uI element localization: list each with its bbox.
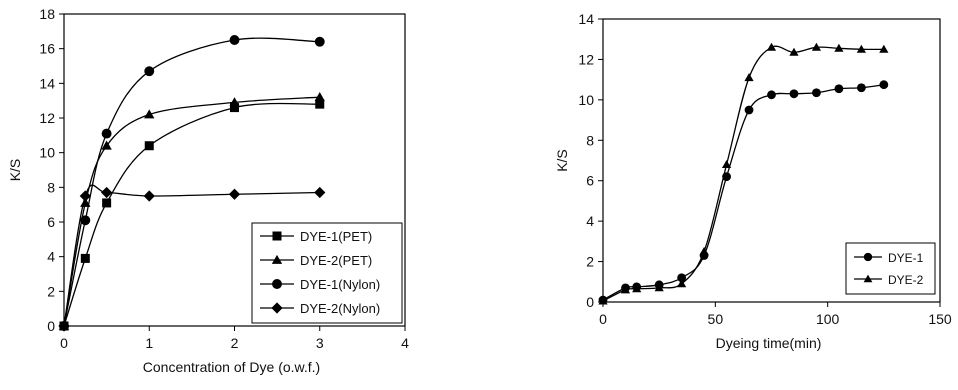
legend-label: DYE-2 [888, 273, 924, 287]
x-tick-label: 150 [928, 311, 952, 327]
y-tick-label: 4 [586, 213, 594, 229]
y-tick-label: 8 [586, 132, 594, 148]
data-point [144, 66, 155, 77]
x-tick-label: 50 [708, 311, 724, 327]
data-point [766, 42, 777, 51]
legend-label: DYE-2(Nylon) [300, 301, 380, 316]
data-point [677, 279, 687, 288]
x-axis-label: Concentration of Dye (o.w.f.) [143, 359, 320, 375]
y-tick-label: 0 [47, 318, 55, 334]
data-point [144, 141, 154, 151]
data-point [744, 105, 754, 115]
data-point [144, 109, 155, 119]
data-point [80, 253, 90, 263]
y-tick-label: 16 [39, 41, 55, 57]
y-tick-label: 12 [39, 110, 55, 126]
data-point [767, 90, 776, 100]
data-point [314, 186, 326, 199]
data-point [314, 92, 325, 102]
data-point [789, 47, 799, 56]
data-point [879, 80, 889, 90]
data-point [229, 35, 240, 45]
data-point [632, 284, 642, 293]
data-point [80, 215, 91, 226]
y-tick-label: 18 [39, 6, 55, 22]
data-point [58, 320, 70, 332]
legend-marker [271, 254, 283, 264]
series-line [602, 45, 884, 302]
data-point [79, 190, 91, 202]
data-point [834, 43, 844, 52]
legend-label: DYE-2(PET) [300, 253, 372, 268]
y-axis-label: K/S [7, 159, 23, 182]
x-tick-label: 1 [145, 335, 153, 351]
data-point [811, 42, 822, 51]
data-point [101, 186, 113, 199]
x-tick-label: 2 [231, 335, 239, 351]
plot-frame [602, 18, 941, 303]
data-point [314, 36, 325, 47]
data-point [598, 296, 608, 305]
x-axis-label: Dyeing time(min) [716, 335, 822, 351]
x-tick-label: 0 [599, 311, 607, 327]
x-tick-label: 100 [816, 311, 840, 327]
data-point [677, 273, 687, 283]
data-point [721, 159, 732, 168]
y-axis-label: K/S [554, 149, 570, 172]
data-point [879, 44, 889, 53]
data-point [229, 97, 240, 107]
y-tick-label: 12 [578, 51, 594, 67]
data-point [654, 283, 664, 292]
data-point [789, 89, 799, 99]
y-tick-label: 4 [47, 249, 55, 265]
legend-label: DYE-1(PET) [300, 229, 372, 244]
legend-marker [271, 302, 283, 314]
series-line [602, 84, 884, 301]
legend-box [845, 242, 936, 295]
legend-marker [272, 279, 282, 289]
y-tick-label: 10 [39, 145, 55, 161]
data-point [101, 128, 112, 139]
legend-label: DYE-1 [888, 251, 924, 265]
y-tick-label: 2 [47, 283, 55, 299]
series-line [63, 102, 320, 327]
series-line [63, 96, 320, 327]
chart-right: 0 2 4 6 8 10 12 14 0 50 100 150 Dyeing time(min) K/S D… [554, 11, 952, 351]
y-tick-label: 14 [39, 75, 55, 91]
x-tick-label: 0 [60, 335, 68, 351]
data-point [102, 198, 112, 208]
data-point [620, 285, 631, 294]
data-point [228, 188, 241, 200]
y-tick-label: 14 [578, 11, 594, 27]
data-point [230, 103, 239, 113]
legend-marker [863, 274, 873, 283]
data-point [143, 190, 155, 202]
data-point [834, 84, 844, 94]
x-tick-label: 3 [316, 335, 324, 351]
legend-marker [863, 252, 873, 262]
data-point [744, 73, 754, 82]
legend-marker [272, 231, 282, 241]
series-line [63, 37, 320, 327]
y-tick-label: 6 [586, 173, 594, 189]
data-point [856, 44, 866, 53]
y-tick-label: 8 [47, 179, 55, 195]
series-line [63, 184, 320, 327]
y-tick-label: 0 [586, 294, 594, 310]
x-tick-label: 4 [401, 335, 409, 351]
y-tick-label: 6 [47, 214, 55, 230]
data-point [699, 246, 709, 255]
data-point [315, 99, 325, 109]
y-tick-label: 2 [586, 254, 594, 270]
data-point [812, 88, 821, 98]
legend-label: DYE-1(Nylon) [300, 277, 380, 292]
y-tick-label: 10 [578, 92, 594, 108]
data-point [856, 83, 866, 93]
data-point [101, 140, 112, 150]
